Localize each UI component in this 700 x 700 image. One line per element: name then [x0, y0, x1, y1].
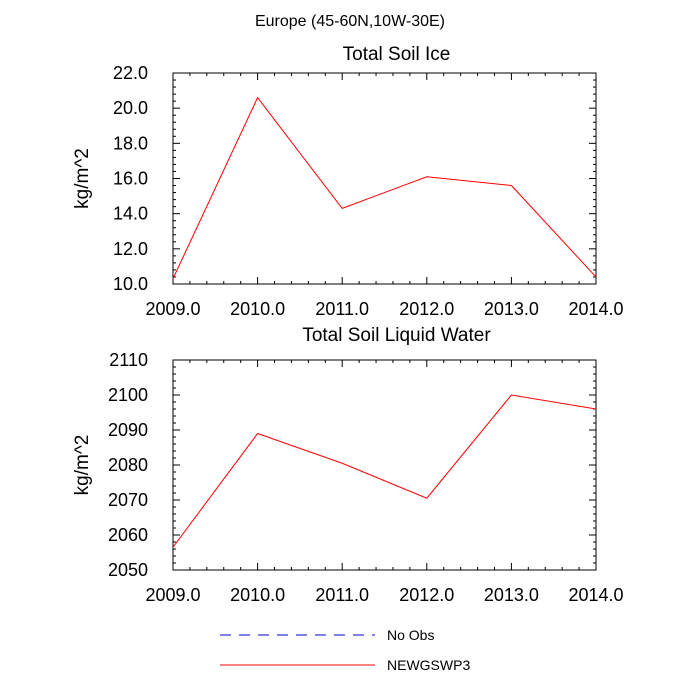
y-tick-label: 2060	[108, 525, 148, 545]
x-tick-label: 2011.0	[315, 585, 369, 605]
x-tick-label: 2014.0	[568, 585, 623, 605]
x-tick-label: 2013.0	[484, 585, 539, 605]
x-tick-label: 2011.0	[315, 299, 369, 319]
x-tick-label: 2010.0	[230, 299, 285, 319]
y-tick-label: 18.0	[113, 133, 148, 153]
y-tick-label: 2110	[109, 350, 148, 370]
figure-title: Europe (45-60N,10W-30E)	[255, 13, 445, 30]
plot-frame	[172, 72, 597, 285]
y-tick-label: 20.0	[113, 98, 148, 118]
x-tick-label: 2009.0	[145, 299, 200, 319]
y-tick-label: 2050	[108, 560, 148, 580]
x-tick-label: 2013.0	[484, 299, 539, 319]
series-line-newgswp3	[172, 394, 597, 548]
series-line-newgswp3	[172, 96, 597, 279]
y-tick-label: 14.0	[113, 204, 148, 224]
y-tick-label: 2070	[108, 490, 148, 510]
x-tick-label: 2012.0	[399, 299, 454, 319]
panel-title: Total Soil Liquid Water	[302, 325, 491, 346]
y-tick-label: 2100	[108, 385, 148, 405]
y-tick-label: 2090	[108, 420, 148, 440]
y-tick-label: 22.0	[113, 63, 148, 83]
panel-total-soil-liquid-water: Total Soil Liquid Water kg/m^2 2009.0 2010.…	[72, 325, 624, 605]
y-axis-label: kg/m^2	[72, 435, 93, 496]
plot-frame	[172, 359, 597, 571]
legend: No Obs NEWGSWP3	[220, 627, 470, 673]
y-tick-label: 2080	[108, 455, 148, 475]
legend-label-newgswp3: NEWGSWP3	[387, 657, 470, 673]
x-tick-label: 2009.0	[145, 585, 200, 605]
panel-title: Total Soil Ice	[343, 44, 451, 65]
y-tick-label: 10.0	[113, 274, 148, 294]
x-tick-label: 2014.0	[568, 299, 623, 319]
panel-total-soil-ice: Total Soil Ice kg/m^2 2009.0 2010.0 2011.0 20…	[72, 44, 624, 319]
x-tick-label: 2010.0	[230, 585, 285, 605]
x-tick-label: 2012.0	[399, 585, 454, 605]
legend-label-no-obs: No Obs	[387, 627, 434, 643]
y-tick-label: 12.0	[113, 239, 148, 259]
y-axis-label: kg/m^2	[72, 148, 93, 209]
y-tick-label: 16.0	[113, 169, 148, 189]
